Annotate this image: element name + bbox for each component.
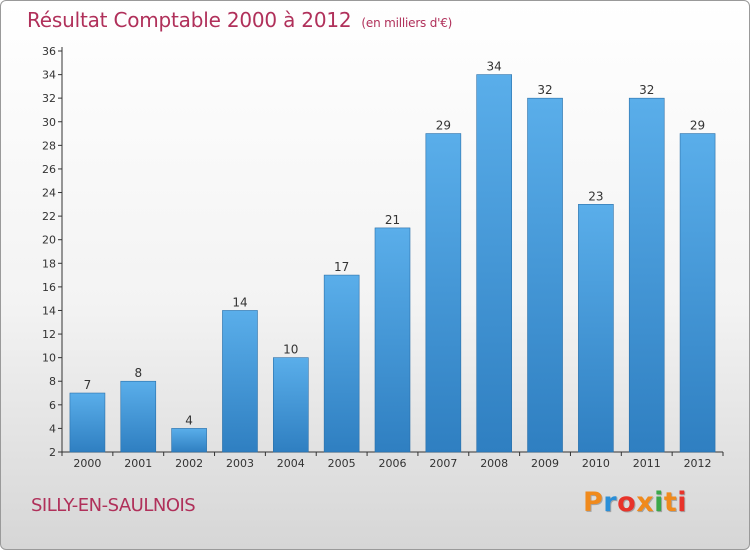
logo-letter: t	[663, 487, 678, 518]
logo-letter: r	[603, 487, 618, 518]
x-tick-label: 2001	[124, 457, 152, 470]
x-tick-label: 2012	[684, 457, 712, 470]
chart-title-text: Résultat Comptable 2000 à 2012	[27, 8, 352, 32]
logo-letter: P	[583, 487, 604, 518]
y-tick-label: 18	[42, 257, 56, 270]
bar-value-label: 4	[185, 413, 193, 427]
bar	[69, 392, 106, 453]
x-tick-label: 2006	[379, 457, 407, 470]
logo-letter: i	[654, 487, 664, 518]
bar-value-label: 34	[487, 60, 502, 74]
y-tick-label: 6	[49, 399, 56, 412]
y-tick-label: 32	[42, 92, 56, 105]
y-tick-label: 8	[49, 375, 56, 388]
x-tick-label: 2002	[175, 457, 203, 470]
y-tick-label: 22	[42, 210, 56, 223]
y-tick-label: 2	[49, 446, 56, 459]
bar-value-label: 29	[690, 119, 705, 133]
x-tick-label: 2003	[226, 457, 254, 470]
bar-value-label: 8	[134, 366, 142, 380]
y-tick-label: 36	[42, 45, 56, 58]
logo-letter: i	[677, 487, 688, 518]
logo-letter: o	[617, 487, 637, 518]
bar	[679, 133, 716, 453]
bar	[425, 133, 462, 453]
proxiti-logo: Proxiti	[583, 487, 687, 518]
location-label: SILLY-EN-SAULNOIS	[31, 495, 196, 516]
x-tick-label: 2008	[480, 457, 508, 470]
y-tick-label: 26	[42, 163, 56, 176]
chart-title: Résultat Comptable 2000 à 2012 (en millie…	[27, 8, 452, 32]
x-tick-label: 2009	[531, 457, 559, 470]
y-tick-label: 24	[42, 187, 56, 200]
chart-labels: 2000 7 2001 8 2002 4 2003 14 2004 10 2005 17 2006 21 2…	[73, 60, 711, 470]
bar-value-label: 32	[537, 83, 552, 97]
y-tick-label: 30	[42, 116, 56, 129]
bar	[222, 310, 258, 453]
y-tick-label: 16	[42, 281, 56, 294]
x-tick-label: 2000	[73, 457, 101, 470]
bar-value-label: 23	[588, 189, 603, 203]
x-tick-label: 2010	[582, 457, 610, 470]
bar	[120, 380, 157, 453]
bar-value-label: 32	[639, 83, 654, 97]
bar	[171, 428, 207, 453]
x-tick-label: 2004	[277, 457, 305, 470]
x-tick-label: 2005	[328, 457, 356, 470]
bar	[323, 274, 360, 453]
bar-value-label: 7	[84, 378, 92, 392]
bar	[527, 97, 563, 453]
bar	[628, 97, 665, 453]
bar	[578, 204, 614, 453]
chart-bars	[69, 74, 716, 453]
logo-letter: x	[636, 487, 655, 518]
y-tick-label: 28	[42, 139, 56, 152]
bar	[476, 74, 512, 453]
y-tick-label: 12	[42, 328, 56, 341]
bar-value-label: 10	[283, 343, 298, 357]
y-tick-label: 4	[49, 422, 56, 435]
x-tick-label: 2007	[429, 457, 457, 470]
y-tick-label: 20	[42, 234, 56, 247]
y-tick-label: 14	[42, 304, 56, 317]
bar-value-label: 29	[436, 119, 451, 133]
bar-value-label: 17	[334, 260, 349, 274]
y-tick-label: 34	[42, 69, 56, 82]
bar	[374, 227, 411, 453]
bar-value-label: 21	[385, 213, 400, 227]
bar-value-label: 14	[232, 295, 247, 309]
y-tick-label: 10	[42, 352, 56, 365]
bar	[273, 357, 309, 453]
chart-unit: (en milliers d'€)	[361, 16, 453, 30]
x-tick-label: 2011	[633, 457, 661, 470]
